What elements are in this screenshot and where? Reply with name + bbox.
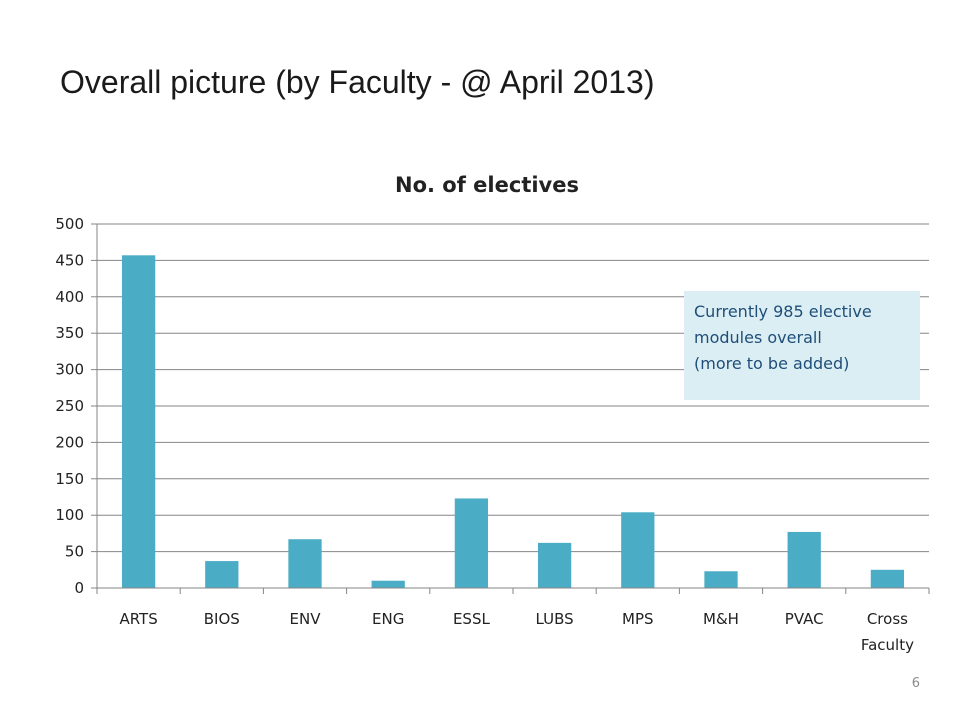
- bar-mps: [621, 512, 655, 588]
- bar-pvac: [787, 531, 821, 588]
- x-tick-label: ARTS: [119, 610, 157, 628]
- callout-line: Currently 985 elective: [694, 302, 872, 321]
- y-tick-label: 250: [55, 397, 84, 415]
- y-tick-label: 400: [55, 288, 84, 306]
- callout-box: Currently 985 elective modules overall (…: [684, 291, 920, 400]
- bars: [121, 255, 905, 588]
- x-tick-label: ENV: [290, 610, 322, 628]
- x-tick-label: BIOS: [204, 610, 240, 628]
- bar-env: [288, 539, 322, 588]
- y-tick-label: 0: [74, 579, 84, 597]
- bar-eng: [371, 580, 405, 588]
- bar-m-h: [704, 571, 738, 588]
- x-tick-label: ESSL: [453, 610, 491, 628]
- y-tick-label: 300: [55, 361, 84, 379]
- callout-line: modules overall: [694, 328, 822, 347]
- y-tick-label: 100: [55, 506, 84, 524]
- x-tick-label: ENG: [372, 610, 404, 628]
- x-axis-tick-labels: ARTS BIOS ENV ENG ESSL LUBS MPS M&H PVAC Cross Fac…: [96, 588, 930, 654]
- bar-cross-faculty: [870, 569, 905, 588]
- page-number: 6: [911, 676, 920, 691]
- x-tick-label: MPS: [622, 610, 654, 628]
- bar-bios: [205, 561, 239, 588]
- callout-line: (more to be added): [694, 354, 850, 373]
- x-tick-label: M&H: [703, 610, 739, 628]
- bar-essl: [454, 498, 489, 588]
- bar-lubs: [537, 542, 572, 588]
- x-tick-label: PVAC: [785, 610, 824, 628]
- y-tick-label: 50: [65, 543, 84, 561]
- bar-arts: [121, 255, 156, 588]
- x-tick-label: Cross Faculty: [861, 610, 914, 654]
- x-tick-label: LUBS: [536, 610, 574, 628]
- chart-title: No. of electives: [395, 173, 579, 197]
- axes: [91, 223, 929, 589]
- y-tick-label: 450: [55, 251, 84, 269]
- y-tick-label: 200: [55, 433, 84, 451]
- y-axis-tick-labels: 0 50 100 150 200 250 300 350 400 450 500: [55, 215, 84, 597]
- y-tick-label: 350: [55, 324, 84, 342]
- y-tick-label: 500: [55, 215, 84, 233]
- slide-title: Overall picture (by Faculty - @ April 20…: [60, 64, 655, 100]
- y-tick-label: 150: [55, 470, 84, 488]
